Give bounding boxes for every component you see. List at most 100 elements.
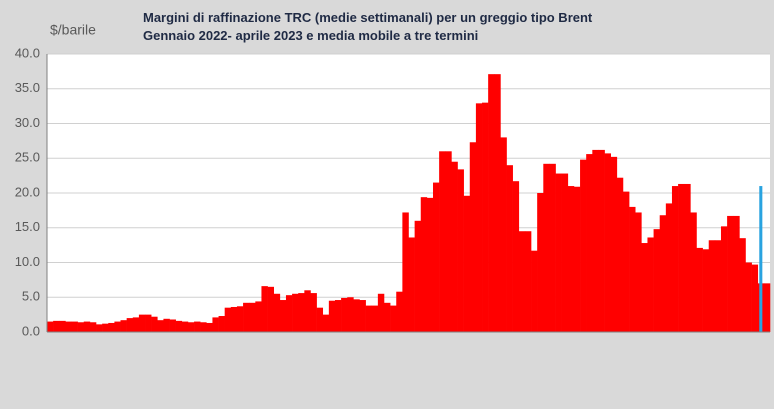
bar [555, 173, 562, 332]
bar [537, 193, 544, 332]
bar [138, 314, 146, 332]
bar [71, 321, 78, 332]
bar [120, 320, 127, 332]
bar [249, 302, 256, 332]
bar [653, 229, 661, 332]
bar [365, 305, 373, 332]
bar [47, 321, 54, 332]
bar [285, 295, 293, 332]
bar [727, 215, 734, 332]
bar [714, 240, 722, 332]
bar [475, 103, 483, 332]
bar [200, 322, 207, 332]
bar [720, 226, 728, 332]
bar [488, 74, 495, 332]
bar [531, 250, 538, 332]
bar [469, 142, 477, 332]
bar [463, 195, 471, 332]
y-tick-label: 35.0 [15, 80, 40, 95]
bar [494, 74, 501, 332]
bar [543, 163, 550, 332]
bar [635, 212, 642, 332]
bar [561, 173, 569, 332]
bar [518, 231, 526, 332]
bar [678, 183, 685, 332]
bar [414, 220, 422, 332]
bar [671, 186, 679, 332]
bar [433, 182, 440, 332]
bar [604, 153, 611, 332]
bar [396, 291, 403, 332]
bar [739, 238, 746, 332]
bar [292, 293, 299, 332]
bar [763, 283, 771, 332]
bar [102, 323, 109, 332]
bar [377, 293, 385, 332]
bar [347, 297, 354, 332]
y-tick-label: 20.0 [15, 184, 40, 199]
y-tick-label: 15.0 [15, 219, 40, 234]
bar [457, 169, 464, 332]
bar [83, 321, 91, 332]
bar [702, 249, 710, 332]
bar [371, 305, 379, 332]
bar [390, 305, 397, 332]
bar [212, 317, 219, 332]
bar [255, 301, 262, 332]
bar [641, 243, 648, 332]
bar [114, 321, 121, 332]
bar [218, 316, 225, 332]
bar [59, 320, 66, 332]
bar [341, 297, 348, 332]
chart-title: Margini di raffinazione TRC (medie setti… [143, 10, 593, 25]
bar [206, 322, 213, 332]
bar [426, 197, 434, 332]
bar [126, 318, 134, 332]
bar [512, 181, 520, 332]
bar [187, 322, 195, 332]
bar [310, 293, 317, 332]
bar [439, 151, 446, 332]
bar [298, 293, 305, 332]
bar [157, 320, 164, 332]
bar [402, 212, 409, 332]
y-tick-label: 5.0 [22, 289, 40, 304]
bar [598, 149, 605, 332]
bar [77, 322, 85, 332]
bar [586, 154, 593, 332]
bar [261, 286, 268, 332]
bar [573, 186, 581, 332]
y-tick-label: 30.0 [15, 115, 40, 130]
bar [175, 320, 183, 332]
bar [733, 215, 740, 332]
bar [96, 324, 103, 332]
y-tick-label: 25.0 [15, 150, 40, 165]
bar [316, 307, 324, 332]
bar [353, 299, 360, 332]
bar [53, 320, 60, 332]
bar [132, 317, 140, 332]
bar [500, 137, 507, 332]
bar [267, 286, 275, 332]
bar [690, 212, 697, 332]
bar [145, 314, 152, 332]
bar [506, 165, 513, 332]
bar [451, 161, 458, 332]
bar [273, 293, 281, 332]
bar [445, 151, 452, 332]
bar [279, 300, 287, 332]
bar [759, 186, 763, 332]
bar [194, 321, 201, 332]
bar [659, 215, 667, 332]
bar [420, 197, 428, 332]
bar [328, 300, 336, 332]
bar [684, 183, 691, 332]
bar [482, 102, 489, 333]
bar [383, 302, 391, 332]
bar [243, 302, 250, 332]
y-tick-label: 10.0 [15, 254, 40, 269]
bar [708, 240, 716, 332]
bar [751, 264, 759, 332]
bar [181, 321, 189, 332]
